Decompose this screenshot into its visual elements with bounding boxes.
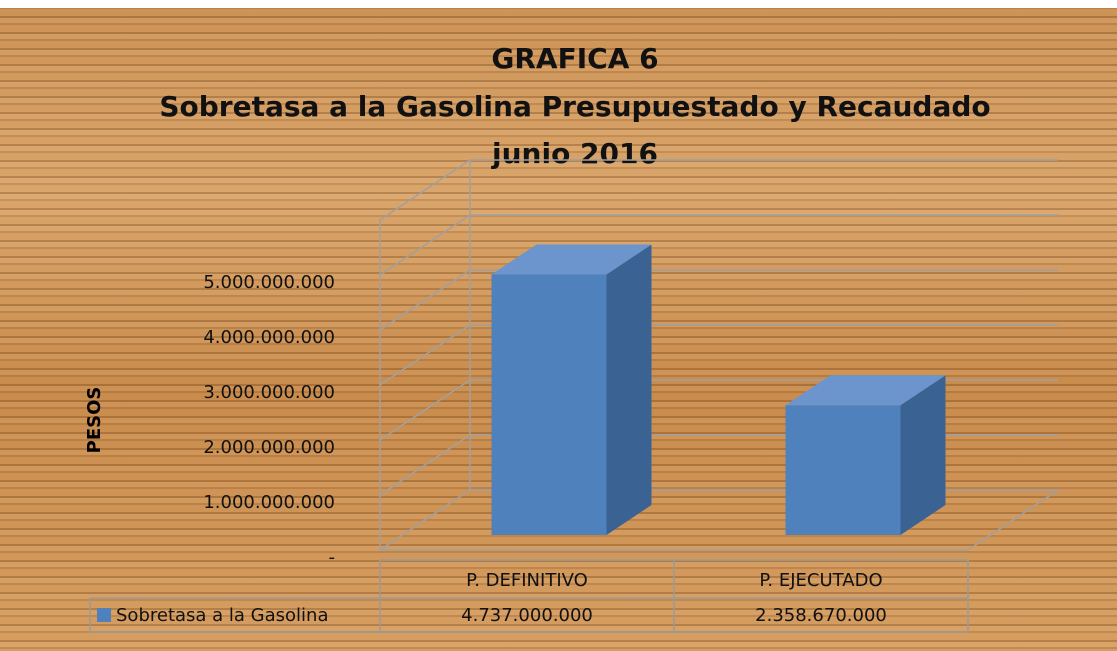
bar xyxy=(492,274,607,535)
category-label: P. DEFINITIVO xyxy=(466,570,588,591)
y-tick-label: 1.000.000.000 xyxy=(203,492,335,513)
top-border xyxy=(0,0,1117,8)
grid-line xyxy=(380,435,1058,495)
value-label: 2.358.670.000 xyxy=(755,605,887,626)
grid-line xyxy=(380,215,1058,275)
y-tick-label: 5.000.000.000 xyxy=(203,272,335,293)
bar xyxy=(786,405,901,535)
y-tick-label: - xyxy=(329,547,336,568)
category-label: P. EJECUTADO xyxy=(759,570,882,591)
y-tick-label: 2.000.000.000 xyxy=(203,437,335,458)
page: GRAFICA 6 Sobretasa a la Gasolina Presup… xyxy=(0,0,1117,651)
bar-side xyxy=(607,244,652,535)
chart-period: junio 2016 xyxy=(491,137,658,170)
wall-outline xyxy=(380,160,1058,550)
value-label: 4.737.000.000 xyxy=(461,605,593,626)
chart-subtitle: Sobretasa a la Gasolina Presupuestado y … xyxy=(159,90,990,123)
grid-line xyxy=(380,270,1058,330)
chart: GRAFICA 6 Sobretasa a la Gasolina Presup… xyxy=(0,0,1117,651)
legend-swatch xyxy=(97,608,111,622)
y-tick-label: 4.000.000.000 xyxy=(203,327,335,348)
y-axis-label: PESOS xyxy=(84,387,105,454)
y-tick-label: 3.000.000.000 xyxy=(203,382,335,403)
grid-line xyxy=(380,380,1058,440)
grid-line xyxy=(380,325,1058,385)
legend-label: Sobretasa a la Gasolina xyxy=(116,605,328,626)
chart-title: GRAFICA 6 xyxy=(491,42,658,75)
